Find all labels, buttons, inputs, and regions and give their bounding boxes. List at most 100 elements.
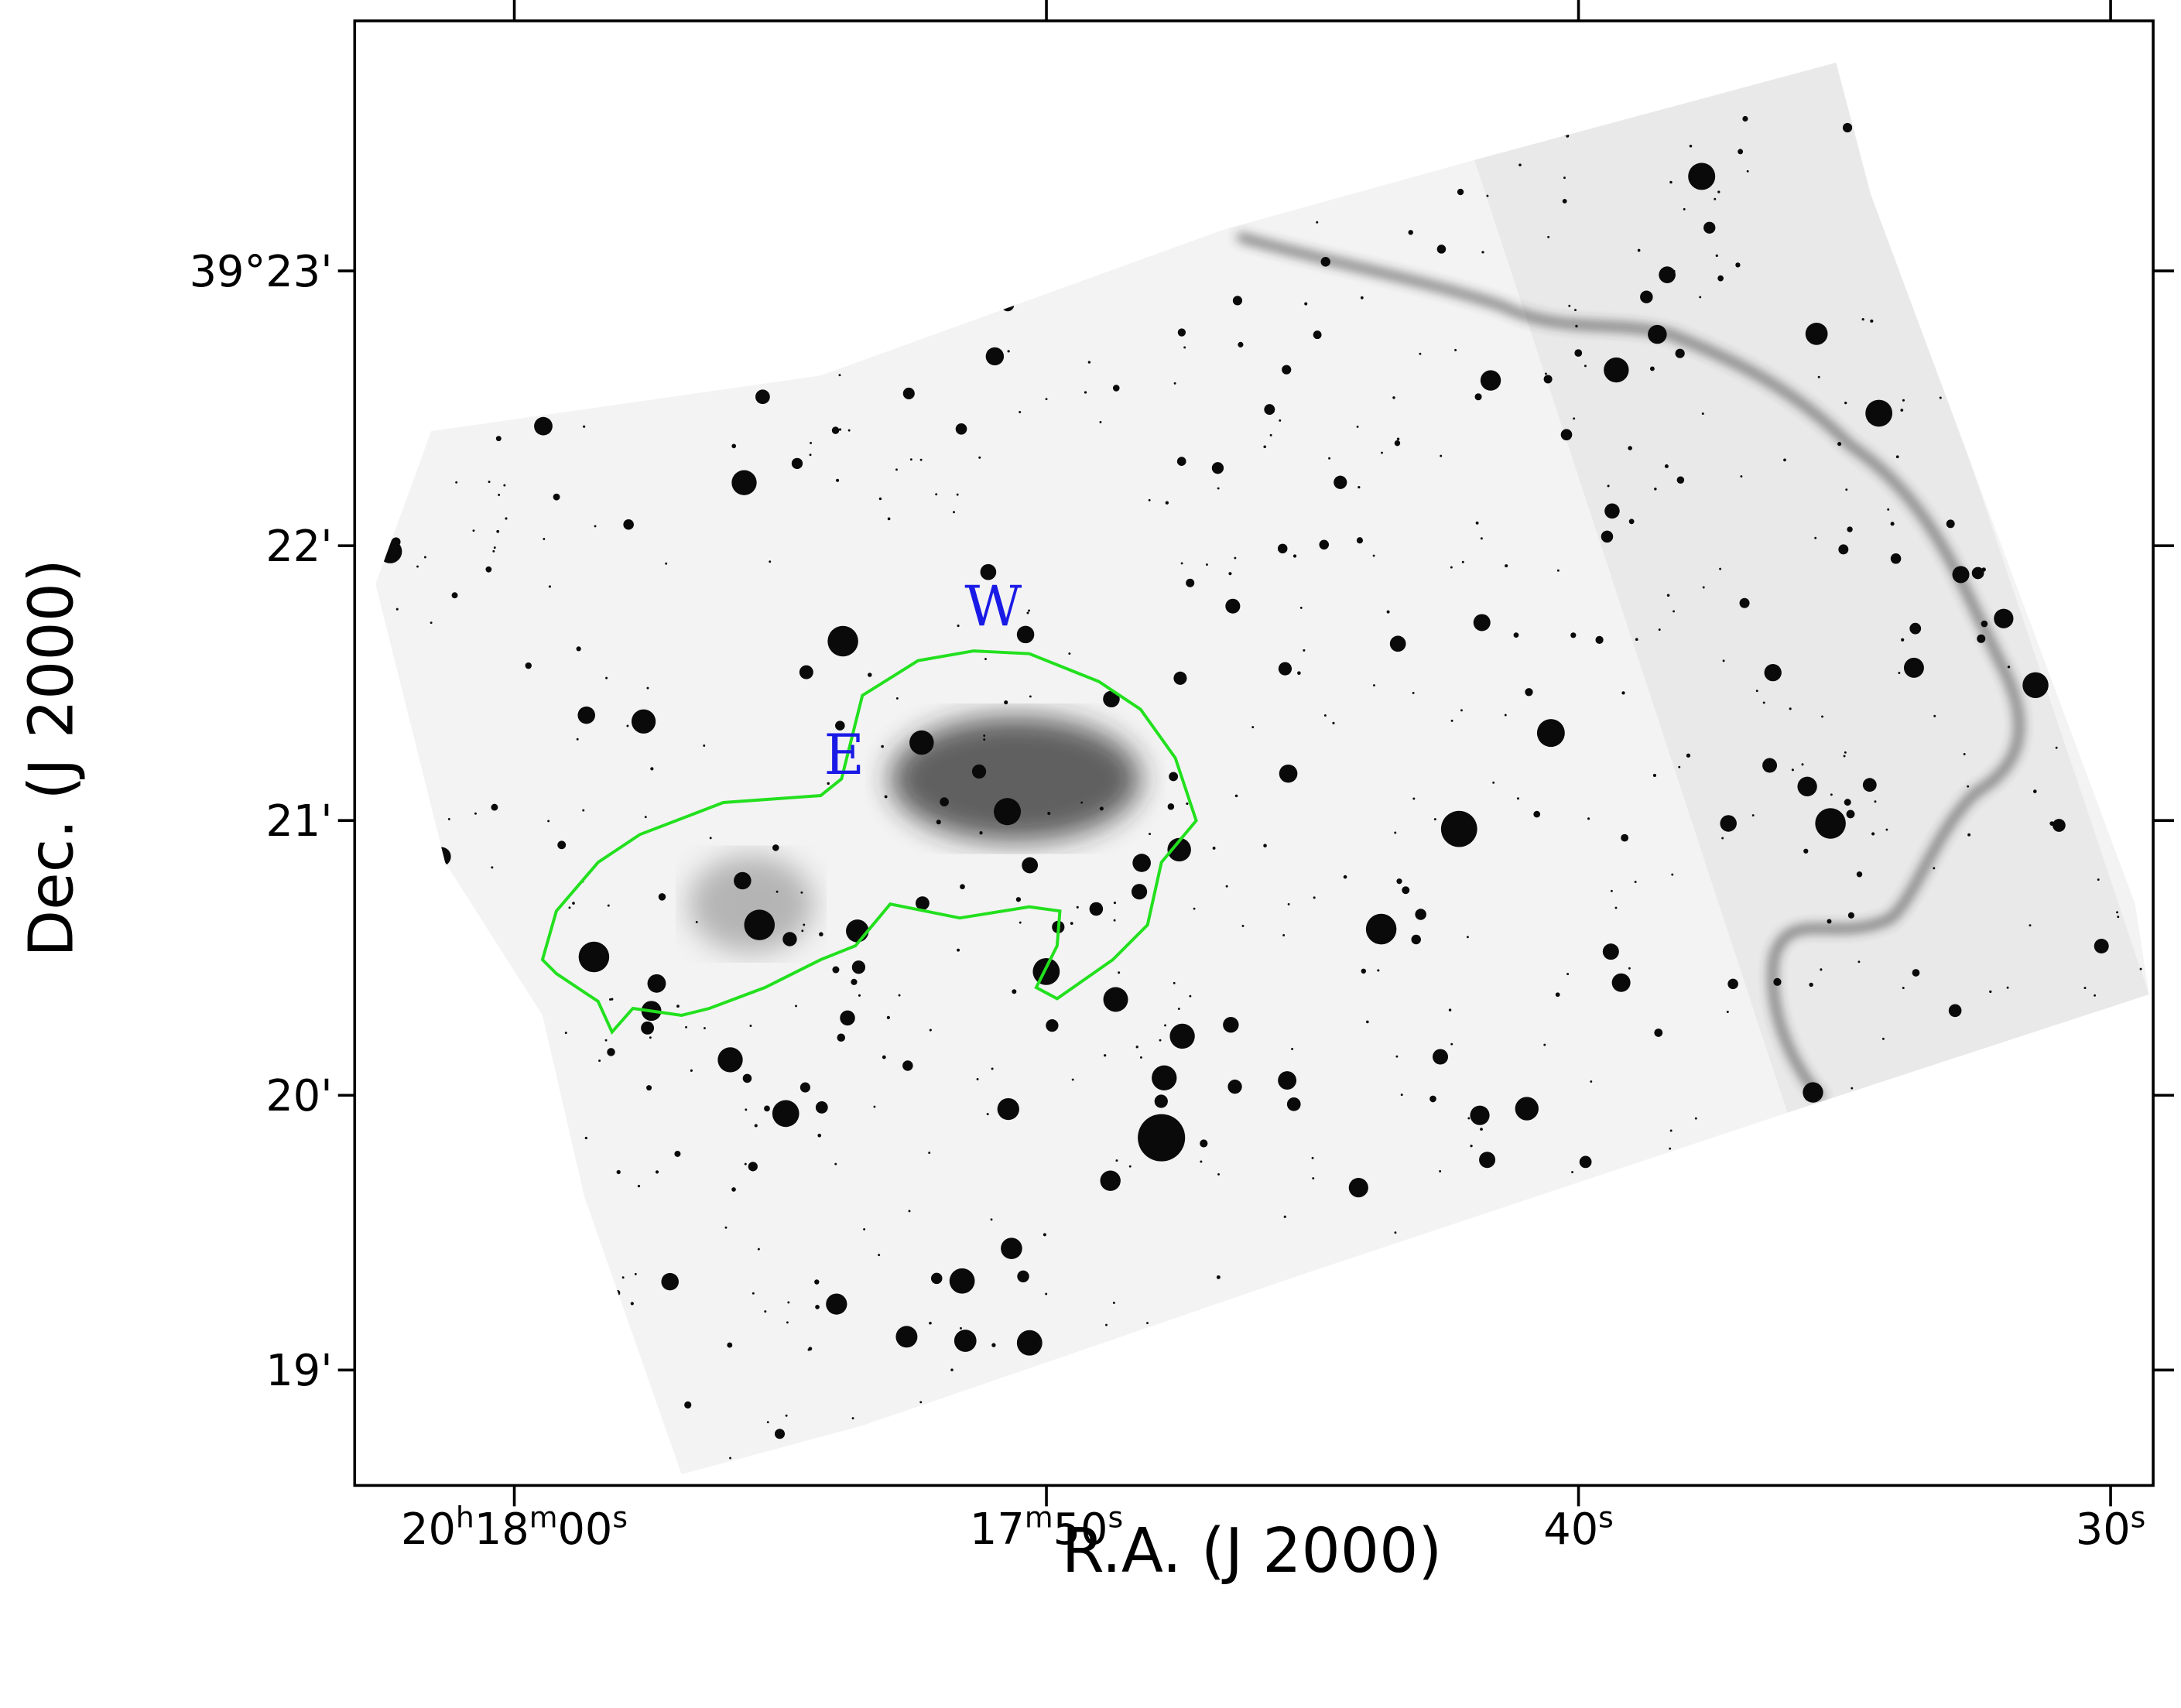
star	[2089, 62, 2096, 65]
star	[1998, 1171, 2001, 1174]
star	[1974, 387, 1981, 393]
star	[1167, 837, 1191, 862]
star	[488, 165, 491, 168]
star	[746, 141, 749, 144]
star	[895, 697, 899, 700]
star	[633, 127, 636, 130]
star	[1890, 522, 1895, 526]
star	[851, 978, 858, 985]
star	[1533, 810, 1541, 818]
star	[1620, 1450, 1623, 1453]
star	[576, 646, 581, 652]
star	[2053, 819, 2066, 832]
star	[1169, 1023, 1195, 1049]
star	[1998, 1285, 2001, 1289]
star	[1412, 797, 1416, 800]
star	[1282, 365, 1292, 375]
star	[1820, 968, 1823, 971]
star	[1022, 633, 1025, 636]
star	[976, 1078, 979, 1080]
star	[1241, 924, 1245, 927]
star	[1624, 1445, 1627, 1448]
star	[2135, 1086, 2138, 1090]
star	[690, 253, 695, 257]
star	[694, 245, 697, 248]
star	[1851, 1087, 1854, 1090]
star	[1139, 1056, 1142, 1059]
star	[2068, 1470, 2070, 1473]
star	[1717, 190, 1720, 193]
star	[967, 1424, 978, 1434]
star	[1562, 132, 1566, 136]
star	[1984, 406, 1987, 409]
star	[1887, 508, 1890, 511]
star	[1401, 1306, 1405, 1309]
star	[604, 1039, 608, 1042]
star	[551, 1098, 554, 1100]
star	[472, 529, 475, 532]
star	[1408, 230, 1413, 235]
star	[2029, 435, 2032, 438]
star	[994, 798, 1022, 826]
star	[1997, 264, 2000, 267]
star	[1587, 817, 1590, 820]
star	[484, 1372, 492, 1380]
star	[997, 1097, 1019, 1121]
star	[1888, 1308, 1891, 1311]
star	[801, 929, 804, 933]
star	[878, 497, 882, 501]
star	[607, 1048, 615, 1056]
star	[505, 1211, 509, 1216]
star	[1394, 1231, 1397, 1234]
star	[637, 1185, 641, 1188]
star	[498, 1265, 519, 1287]
star	[1028, 609, 1031, 612]
star	[1234, 556, 1237, 560]
star	[495, 436, 502, 442]
star	[1466, 936, 1469, 939]
star	[484, 1224, 488, 1228]
star	[1460, 1450, 1486, 1475]
star	[1898, 672, 1901, 674]
star	[838, 428, 842, 431]
star	[1092, 151, 1097, 156]
star	[520, 177, 533, 190]
star	[1937, 272, 1941, 276]
star	[1045, 398, 1048, 401]
star	[1396, 437, 1400, 440]
star	[1623, 65, 1631, 73]
star	[1412, 691, 1415, 694]
star	[1429, 1095, 1436, 1103]
star	[457, 984, 464, 990]
star	[1311, 1156, 1314, 1159]
star	[745, 87, 748, 91]
star	[814, 218, 838, 242]
star	[414, 442, 421, 449]
star	[1555, 992, 1560, 998]
star	[1454, 348, 1457, 351]
star	[1912, 222, 1916, 224]
star	[1525, 688, 1533, 697]
star	[1654, 1029, 1663, 1037]
star	[810, 441, 813, 444]
star	[1574, 349, 1583, 358]
star	[1279, 419, 1282, 422]
star	[734, 871, 752, 890]
star	[928, 1152, 931, 1155]
star	[2101, 1041, 2106, 1046]
star	[1146, 1322, 1149, 1324]
star	[2132, 706, 2135, 709]
star	[1402, 886, 1410, 895]
star	[1532, 1414, 1536, 1416]
star	[566, 252, 569, 255]
star	[1189, 994, 1192, 998]
star	[815, 1304, 820, 1309]
star	[1022, 857, 1039, 874]
star	[956, 493, 959, 496]
star	[2015, 416, 2024, 426]
star	[1043, 1233, 1046, 1237]
star	[423, 556, 426, 559]
star	[1862, 778, 1877, 792]
star	[1264, 404, 1275, 416]
